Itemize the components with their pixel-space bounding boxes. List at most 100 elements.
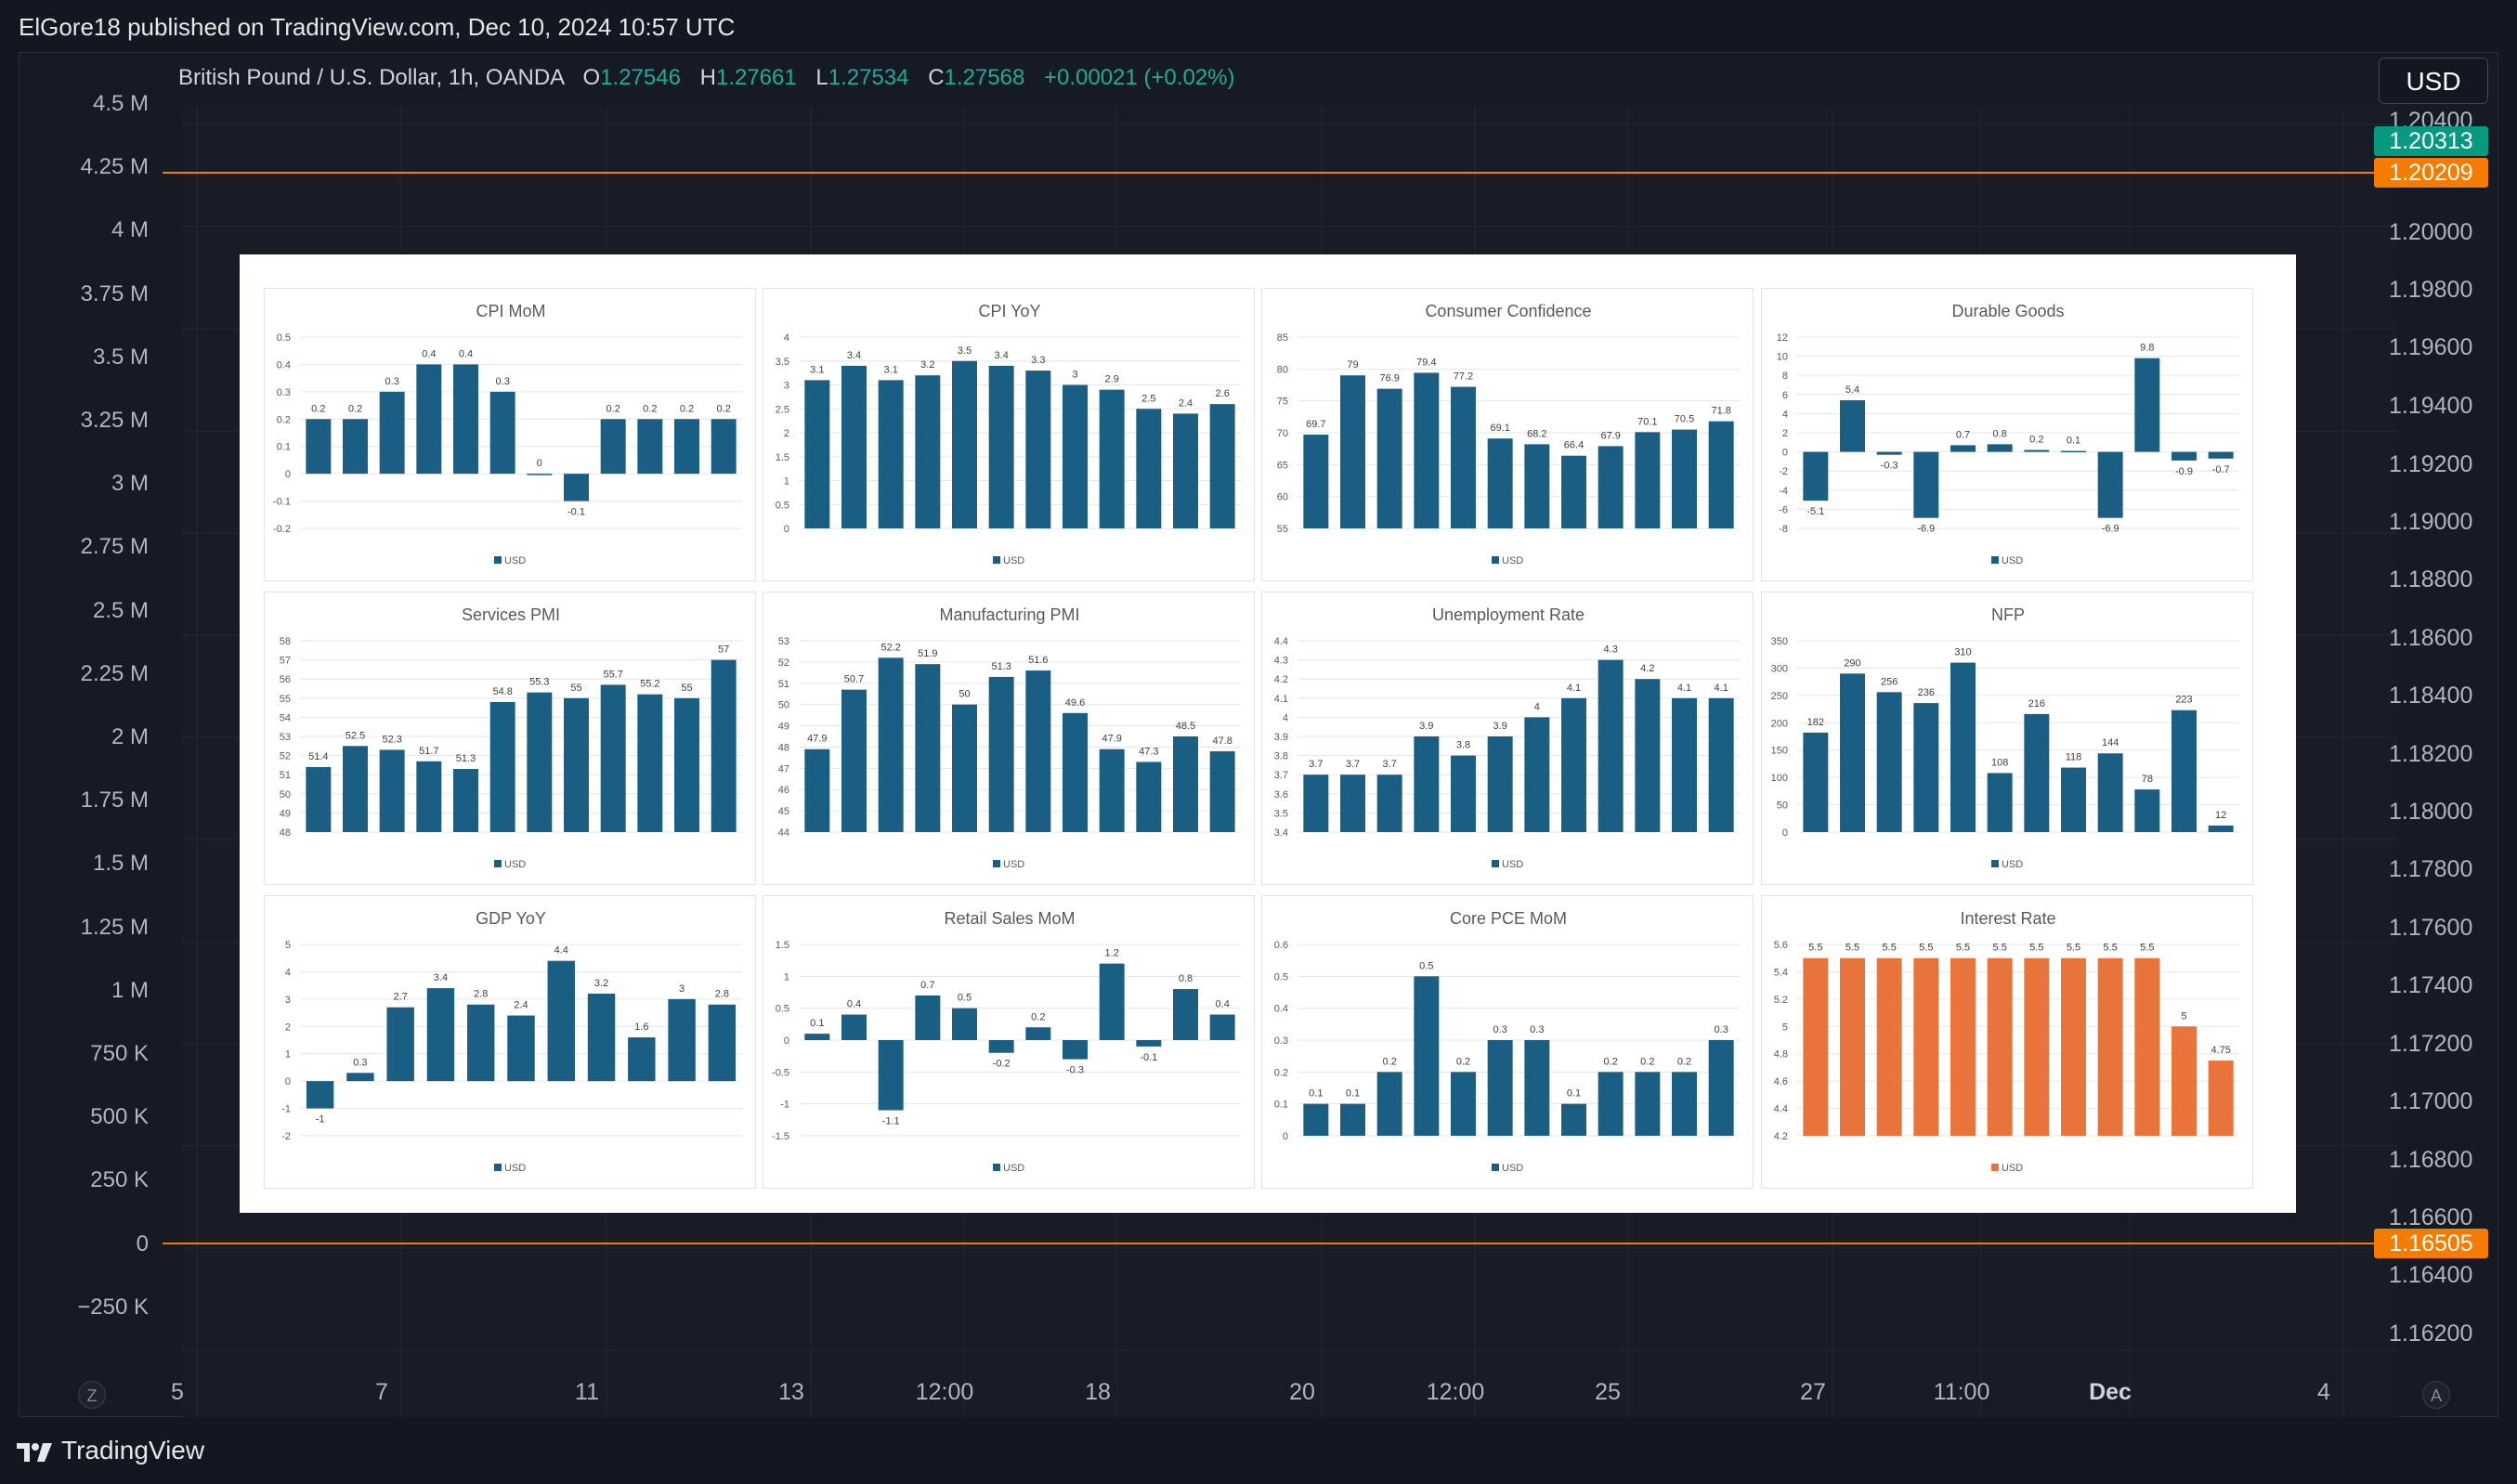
right-axis-label: 1.16600 (2389, 1204, 2473, 1230)
bar (708, 1004, 737, 1082)
data-label: 51.6 (1028, 655, 1048, 666)
data-label: 55.3 (529, 677, 549, 688)
bar (2208, 825, 2234, 832)
y-tick-label: 1 (784, 971, 789, 983)
y-tick-label: 52 (280, 751, 291, 762)
price-badge-line-upper: 1.20209 (2374, 158, 2488, 188)
y-tick-label: 4.1 (1274, 694, 1288, 705)
data-label: 223 (2175, 695, 2192, 706)
data-label: 0.1 (1346, 1088, 1360, 1100)
bar (1987, 773, 2013, 832)
bar (1487, 1040, 1513, 1136)
data-label: 69.1 (1490, 423, 1509, 434)
y-tick-label: 4 (1782, 409, 1788, 420)
bar (1672, 1072, 1697, 1136)
bar (1840, 957, 1865, 1136)
data-label: 3 (679, 983, 685, 995)
bar (1173, 736, 1198, 832)
zoom-reset-button[interactable]: Z (78, 1381, 106, 1409)
footer-brand: TradingView (61, 1436, 205, 1464)
right-axis-label: 1.19200 (2389, 451, 2473, 477)
y-tick-label: 4 (285, 967, 291, 978)
data-label: 0.2 (1383, 1056, 1397, 1067)
mini-chart-cpi-mom: CPI MoM -0.2 -0.1 0 0.1 0.2 0.3 0.4 0.5 0.2 0.2 0.3… (264, 288, 756, 581)
y-tick-label: 0 (784, 1035, 789, 1047)
y-tick-label: 2 (285, 1022, 291, 1033)
symbol-legend[interactable]: British Pound / U.S. Dollar, 1h, OANDA O… (178, 65, 1234, 91)
data-label: -0.2 (993, 1059, 1011, 1070)
bar (1987, 444, 2013, 452)
bar (386, 1007, 414, 1082)
data-label: 0.2 (1640, 1056, 1654, 1067)
left-axis-label: 0 (136, 1230, 149, 1256)
data-label: 0.2 (311, 403, 325, 414)
y-tick-label: -1 (281, 1104, 291, 1115)
data-label: 0.1 (1309, 1088, 1323, 1100)
bar (1950, 957, 1976, 1136)
currency-button[interactable]: USD (2379, 58, 2488, 104)
bar (1561, 1103, 1586, 1136)
data-label: 0.2 (348, 403, 362, 414)
data-label: 0 (537, 458, 542, 469)
bar (1913, 451, 1939, 518)
bar (1209, 404, 1235, 528)
bar (1708, 421, 1734, 528)
bar (2171, 451, 2197, 461)
y-tick-label: 3 (285, 995, 291, 1006)
bar (1876, 451, 1902, 455)
mini-chart-svg: NFP 0 50 100 150 200 250 300 350 182 290 256 236 310 1… (1771, 605, 2239, 870)
bar (988, 676, 1014, 832)
data-label: 0.2 (680, 403, 694, 414)
left-axis-label: 1 M (111, 977, 149, 1003)
bar (1414, 976, 1440, 1136)
time-axis-label: 18 (1085, 1379, 1111, 1405)
data-label: 4.1 (1677, 683, 1691, 694)
mini-chart-consumer-confidence: Consumer Confidence 55 60 65 70 75 80 85 69.7 79 7… (1261, 288, 1754, 581)
data-label: 3.7 (1309, 759, 1323, 770)
bar (1803, 451, 1829, 501)
data-label: 2.4 (1179, 397, 1193, 409)
legend-swatch (993, 1164, 1000, 1171)
bar (1099, 963, 1125, 1040)
price-badge-current: 1.20313 (2374, 126, 2488, 156)
data-label: 144 (2102, 737, 2119, 749)
data-label: 3.7 (1383, 759, 1397, 770)
price-line-lower[interactable] (163, 1243, 2378, 1244)
data-label: 2.4 (514, 1000, 528, 1011)
legend-label: USD (2002, 859, 2023, 870)
data-label: 0.2 (2029, 435, 2043, 446)
data-label: 70.1 (1637, 416, 1657, 427)
bar (1913, 703, 1939, 832)
data-label: 0.2 (606, 403, 620, 414)
y-tick-label: 6 (1782, 390, 1788, 401)
bar (1136, 409, 1162, 528)
y-tick-label: 70 (1277, 428, 1288, 439)
mini-chart-durable-goods: Durable Goods -8 -6 -4 -2 0 2 4 6 8 10 12 -5.1 5.4 -0.… (1761, 288, 2253, 581)
data-label: 256 (1881, 676, 1898, 687)
low-value: 1.27534 (828, 65, 909, 90)
data-label: 0.2 (717, 403, 731, 414)
y-tick-label: 3.9 (1274, 732, 1288, 743)
data-label: -0.7 (2212, 464, 2230, 475)
bar (416, 761, 442, 832)
chart-title: Unemployment Rate (1432, 605, 1585, 624)
bar (547, 960, 575, 1082)
data-label: 0.8 (1179, 973, 1193, 984)
auto-scale-button[interactable]: A (2422, 1381, 2450, 1409)
high-value: 1.27661 (715, 65, 797, 90)
close-label: C (928, 65, 945, 90)
right-axis-label: 1.18000 (2389, 799, 2473, 825)
data-label: 0.2 (1677, 1056, 1691, 1067)
right-axis-label: 1.18400 (2389, 683, 2473, 709)
mini-chart-manufacturing-pmi: Manufacturing PMI 44 45 46 47 48 49 50 51 52 53 47.… (763, 592, 1255, 885)
bar (1635, 679, 1661, 832)
data-label: 3.2 (920, 359, 934, 371)
price-line-upper[interactable] (163, 172, 2378, 174)
bar (674, 697, 699, 832)
y-tick-label: 0.3 (1274, 1035, 1288, 1047)
y-tick-label: 4 (1283, 712, 1288, 723)
data-label: 0.5 (1419, 960, 1433, 971)
y-tick-label: -8 (1779, 524, 1788, 535)
data-label: 290 (1844, 657, 1860, 669)
data-label: -0.3 (1066, 1065, 1084, 1076)
